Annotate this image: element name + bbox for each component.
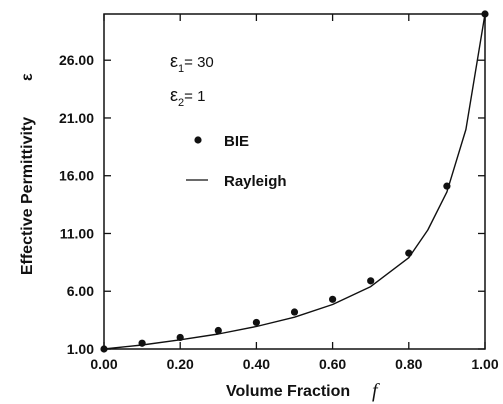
eps2-annotation: ε2= 1 bbox=[170, 85, 205, 109]
y-tick-label: 6.00 bbox=[67, 283, 94, 299]
eps2-value: = 1 bbox=[184, 88, 205, 105]
eps1-subscript: 1 bbox=[178, 63, 184, 75]
y-tick-label: 26.00 bbox=[59, 52, 94, 68]
y-axis-label-group: Effective Permittivity ε bbox=[19, 73, 36, 275]
eps1-symbol: ε bbox=[170, 51, 178, 71]
y-tick-label: 21.00 bbox=[59, 110, 94, 126]
legend-marker-bie bbox=[194, 136, 202, 144]
eps2-subscript: 2 bbox=[178, 97, 184, 109]
eps1-annotation: ε1= 30 bbox=[170, 51, 214, 75]
eps1-value: = 30 bbox=[184, 54, 214, 71]
y-axis-label: Effective Permittivity bbox=[19, 117, 36, 275]
eps2-symbol: ε bbox=[170, 85, 178, 105]
x-tick-label: 0.80 bbox=[395, 356, 422, 372]
y-tick-label: 11.00 bbox=[60, 225, 94, 241]
series-line-rayleigh bbox=[103, 13, 486, 350]
x-axis-symbol: f bbox=[372, 380, 380, 402]
x-tick-label: 0.00 bbox=[90, 356, 117, 372]
data-point-bie bbox=[367, 277, 375, 285]
data-point-bie bbox=[329, 295, 337, 303]
legend-label-rayleigh: Rayleigh bbox=[224, 173, 287, 190]
x-tick-label: 0.40 bbox=[243, 356, 270, 372]
series-layer bbox=[100, 10, 489, 353]
y-axis-ticks: 1.00 6.00 11.00 16.00 21.00 26.00 bbox=[59, 52, 485, 357]
x-axis-ticks: 0.00 0.20 0.40 0.60 0.80 1.00 bbox=[90, 14, 499, 372]
data-point-bie bbox=[214, 326, 222, 335]
x-tick-label: 0.20 bbox=[167, 356, 194, 372]
legend-label-bie: BIE bbox=[224, 133, 249, 150]
data-point-bie bbox=[290, 308, 299, 316]
x-tick-label: 0.60 bbox=[319, 356, 346, 372]
plot-frame bbox=[103, 13, 486, 350]
y-tick-label: 1.00 bbox=[67, 341, 94, 357]
y-tick-label: 16.00 bbox=[59, 168, 94, 184]
x-axis-label: Volume Fraction bbox=[226, 383, 350, 400]
x-tick-label: 1.00 bbox=[471, 356, 498, 372]
data-point-bie bbox=[481, 10, 489, 18]
y-axis-symbol: ε bbox=[19, 73, 36, 81]
data-point-bie bbox=[252, 318, 260, 327]
